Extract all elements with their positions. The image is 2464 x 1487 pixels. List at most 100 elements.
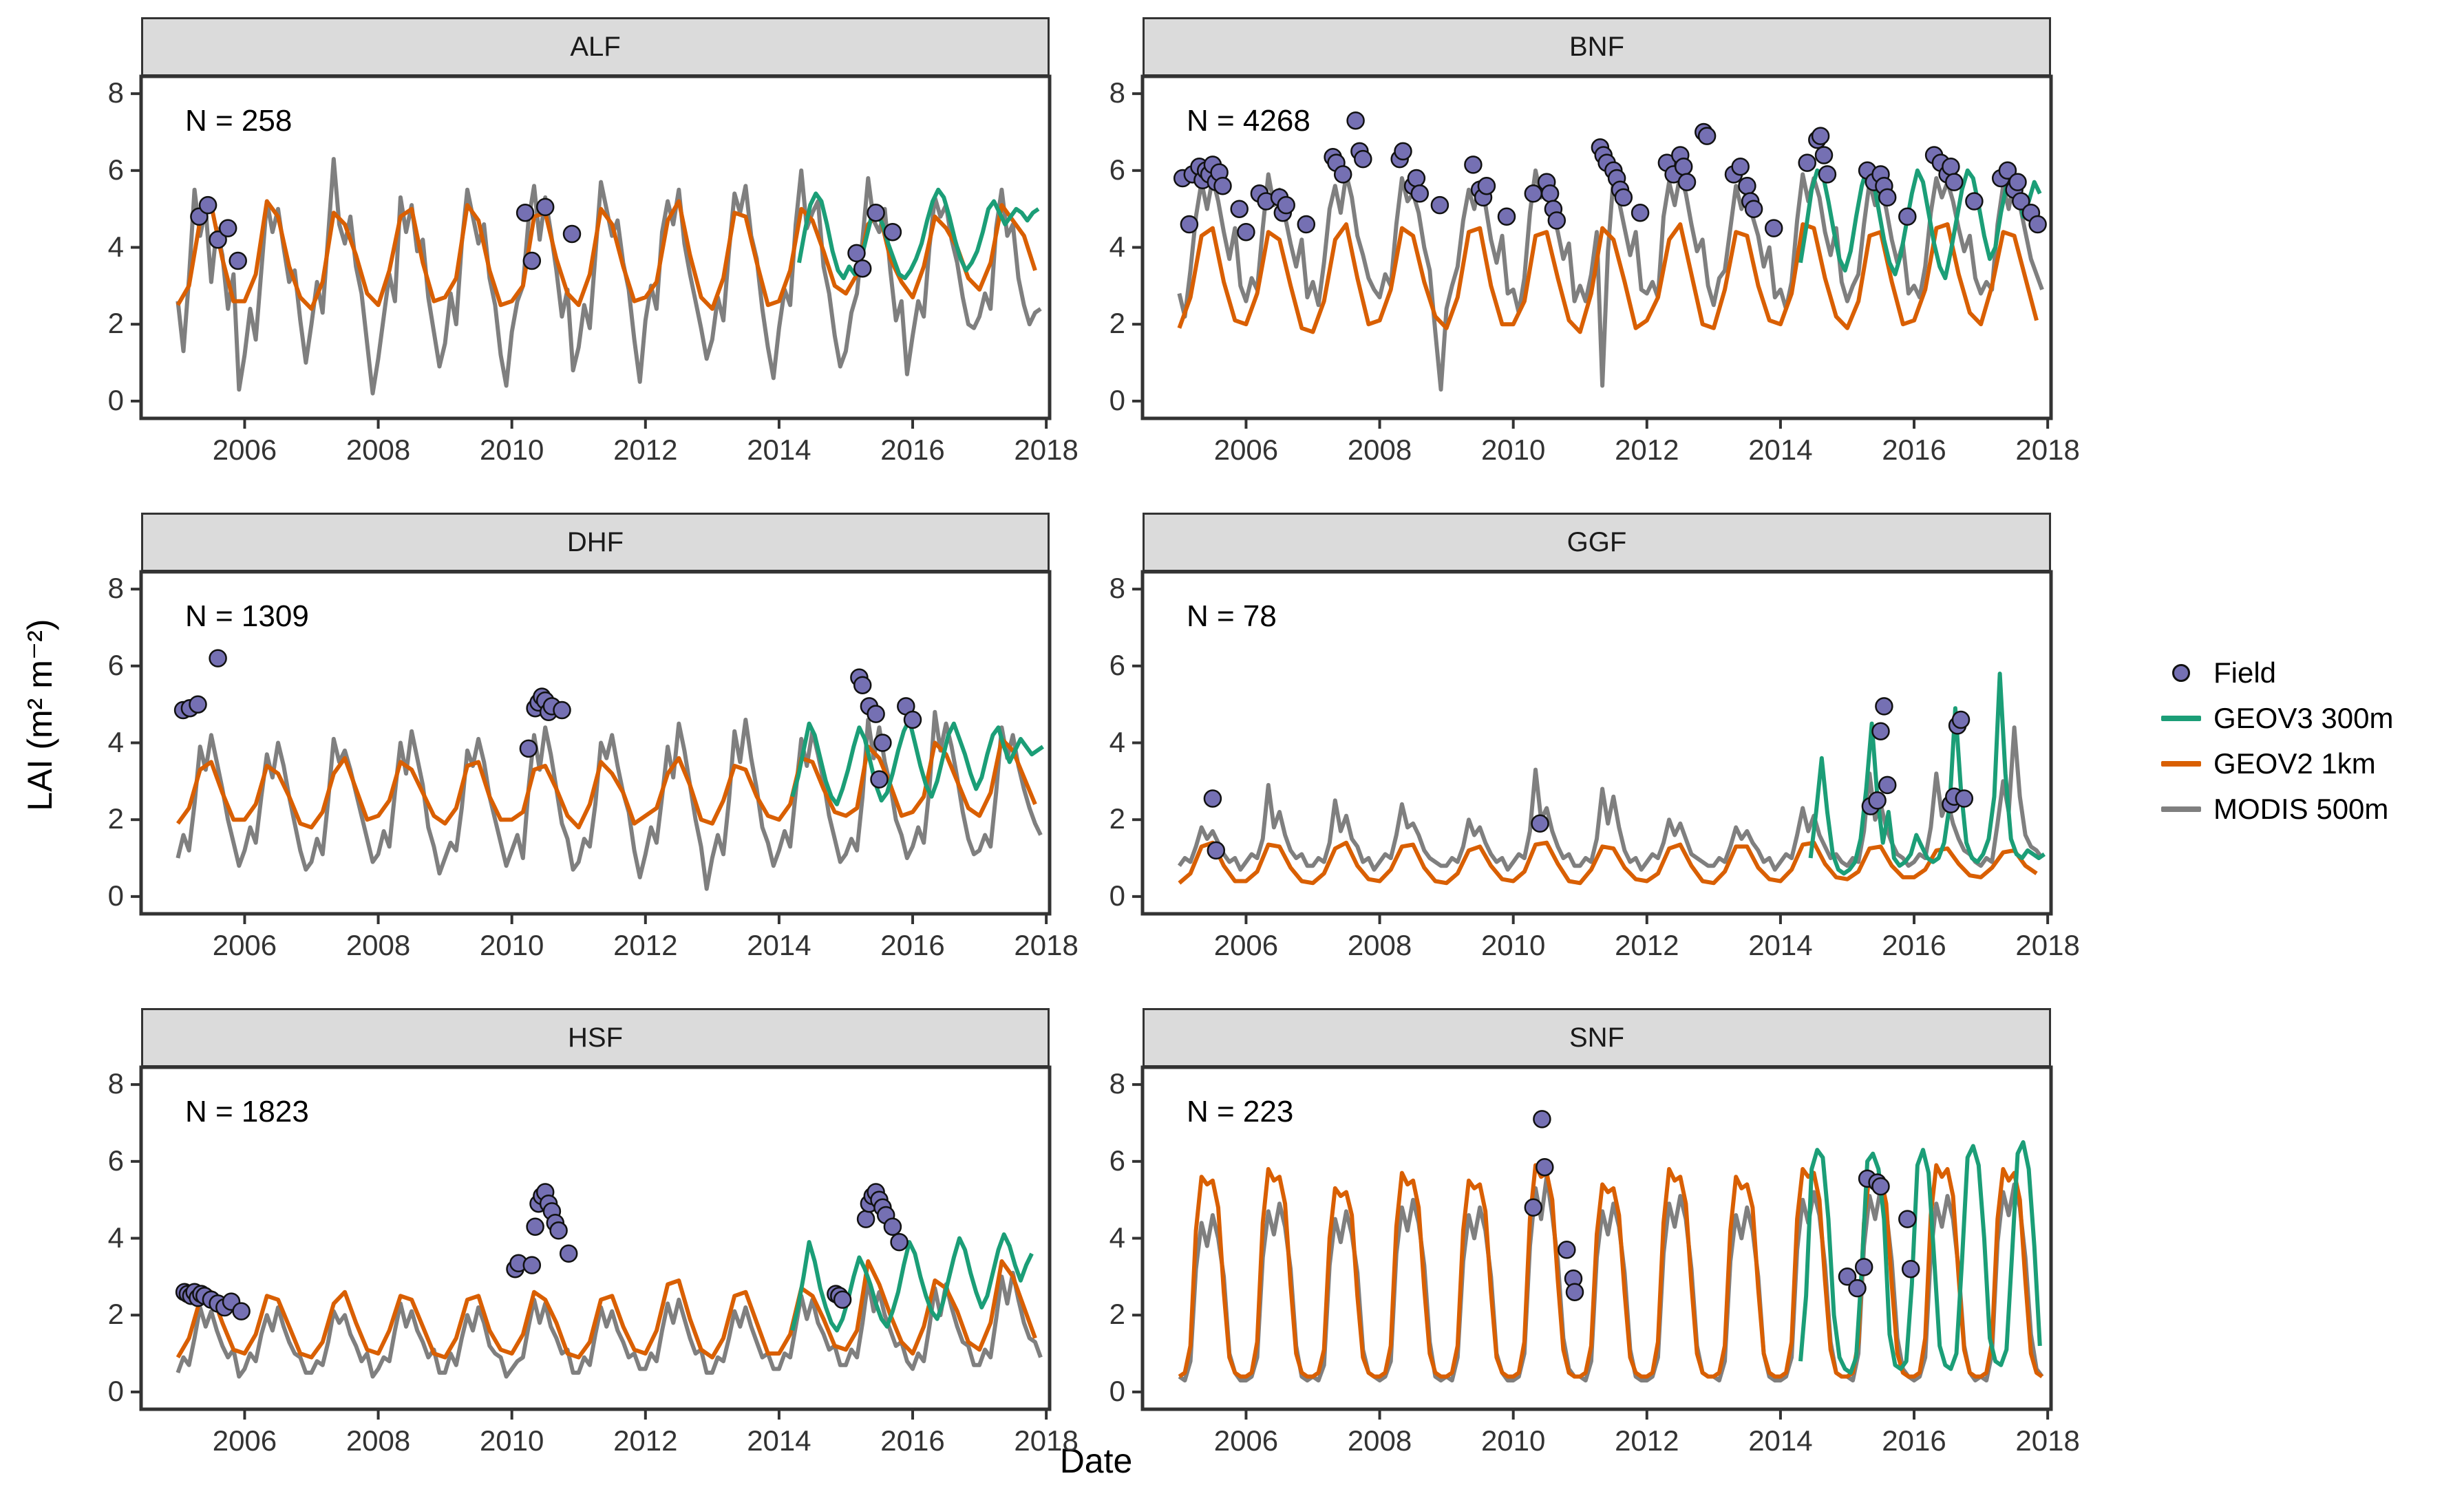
x-tick-label: 2012 — [1615, 929, 1679, 961]
field-observation-point — [853, 259, 872, 278]
series-line-modis — [1177, 725, 2044, 872]
field-observation-point — [535, 197, 555, 217]
field-observation-point — [1213, 176, 1232, 195]
x-tick-label: 2014 — [1748, 1424, 1813, 1457]
field-observation-point — [1901, 1259, 1920, 1279]
y-tick-label: 6 — [107, 648, 124, 681]
x-tick-label: 2018 — [2015, 1424, 2080, 1457]
field-observation-point — [1731, 157, 1750, 176]
panel-canvas — [1132, 1065, 2053, 1420]
legend-point-swatch — [2160, 664, 2202, 682]
field-observation-point — [1848, 1279, 1867, 1298]
field-observation-point — [1951, 710, 1971, 729]
field-observation-point — [1230, 200, 1249, 218]
field-observation-point — [1614, 188, 1633, 207]
series-line-geov3 — [1798, 1140, 2042, 1375]
field-observation-point — [1531, 814, 1549, 833]
x-tick-label: 2014 — [747, 929, 811, 961]
panel-canvas — [1132, 74, 2053, 429]
field-observation-point — [1674, 157, 1693, 176]
y-axis-title: LAI (m² m⁻²) — [21, 619, 59, 811]
panel-plot-area — [1132, 570, 2053, 924]
y-tick-label: 4 — [107, 725, 124, 758]
field-observation-point — [1871, 1177, 1890, 1196]
field-observation-point — [1477, 176, 1496, 195]
field-observation-point — [526, 1217, 544, 1236]
panel-border — [1140, 1065, 2053, 1411]
field-observation-point — [1237, 222, 1255, 242]
field-observation-point — [1565, 1283, 1584, 1301]
field-observation-point — [853, 676, 872, 694]
series-line-modis — [176, 157, 1042, 396]
y-tick-label: 0 — [107, 879, 124, 912]
panel-border — [139, 1065, 1052, 1411]
sample-size-label: N = 4268 — [1187, 104, 1310, 138]
y-tick-label: 4 — [1109, 725, 1125, 758]
x-tick-label: 2010 — [1480, 1424, 1546, 1457]
panel-border — [139, 570, 1052, 916]
series-line-modis — [176, 1270, 1043, 1379]
field-observation-point — [1854, 1258, 1873, 1276]
legend-label: Field — [2213, 656, 2277, 689]
x-tick-label: 2018 — [2015, 929, 2080, 961]
field-observation-point — [1407, 169, 1426, 188]
y-tick-label: 0 — [1109, 879, 1125, 912]
field-observation-point — [1814, 146, 1834, 164]
legend-item-geov3: GEOV3 300m — [2160, 700, 2393, 736]
y-tick-label: 8 — [1109, 572, 1125, 605]
field-observation-point — [1868, 791, 1887, 810]
series-line-modis — [176, 709, 1043, 891]
legend-line-swatch — [2160, 761, 2202, 767]
field-observation-point — [867, 705, 885, 723]
y-tick-label: 4 — [1109, 230, 1125, 263]
y-tick-label: 0 — [107, 1374, 124, 1407]
field-observation-point — [1333, 165, 1352, 184]
y-tick-label: 8 — [1109, 1067, 1125, 1100]
field-observation-point — [1277, 195, 1295, 215]
x-tick-label: 2016 — [1882, 434, 1946, 466]
field-observation-point — [1878, 188, 1897, 207]
field-observation-point — [1524, 1198, 1543, 1217]
series-line-geov2 — [176, 199, 1037, 311]
x-axis-title: Date — [1059, 1442, 1133, 1480]
legend-label: MODIS 500m — [2213, 793, 2389, 825]
field-observation-point — [1631, 203, 1650, 222]
y-tick-label: 4 — [107, 230, 124, 263]
x-tick-label: 2008 — [346, 434, 411, 466]
field-observation-point — [553, 700, 571, 720]
field-observation-point — [833, 1290, 852, 1309]
x-tick-label: 2006 — [1213, 929, 1279, 961]
facet-panel-dhf: DHF N = 1309 2006 2008 2010 2012 2014 2016 2018 0… — [108, 513, 1079, 976]
field-observation-point — [189, 695, 207, 714]
panel-strip-title: GGF — [1143, 513, 2051, 572]
legend: Field GEOV3 300m GEOV2 1km MODIS 500m — [2160, 655, 2393, 827]
line-swatch-icon — [2161, 716, 2201, 721]
panel-canvas — [131, 74, 1052, 429]
x-tick-label: 2012 — [613, 1424, 678, 1457]
series-line-geov3 — [797, 187, 1040, 281]
field-observation-point — [1744, 200, 1763, 218]
field-observation-point — [2008, 173, 2027, 191]
field-observation-point — [1547, 211, 1566, 230]
x-tick-label: 2010 — [1480, 929, 1546, 961]
field-observation-point — [1394, 142, 1412, 161]
field-observation-point — [519, 739, 538, 758]
panel-plot-area — [1132, 74, 2053, 429]
x-tick-label: 2014 — [747, 434, 811, 466]
field-observation-point — [1558, 1241, 1576, 1259]
x-tick-label: 2016 — [880, 434, 945, 466]
field-observation-point — [1965, 192, 1984, 211]
y-tick-label: 2 — [1109, 802, 1125, 835]
legend-label: GEOV2 1km — [2213, 747, 2376, 780]
legend-item-modis: MODIS 500m — [2160, 791, 2393, 827]
x-tick-label: 2018 — [1014, 434, 1079, 466]
sample-size-label: N = 258 — [185, 104, 293, 138]
field-observation-point — [1942, 157, 1960, 176]
y-tick-label: 0 — [107, 383, 124, 416]
panel-strip-title: DHF — [141, 513, 1050, 572]
facet-panel-snf: SNF N = 223 2006 2008 2010 2012 2014 2016 2018 0 2… — [1109, 1008, 2080, 1471]
line-swatch-icon — [2161, 761, 2201, 767]
x-tick-label: 2014 — [747, 1424, 811, 1457]
panel-strip-title: SNF — [1143, 1008, 2051, 1067]
